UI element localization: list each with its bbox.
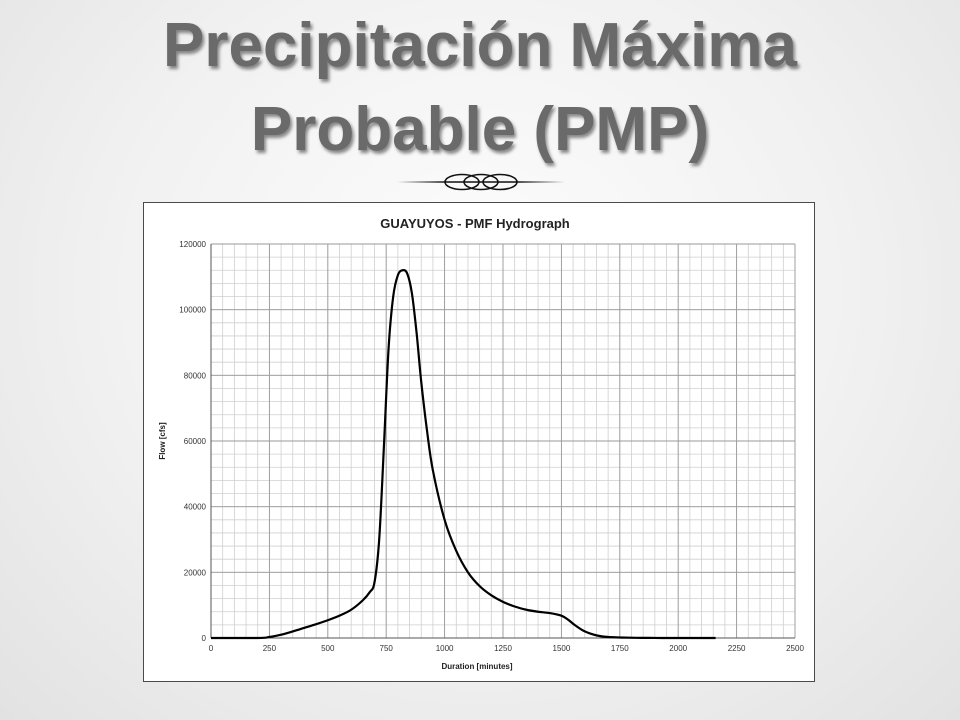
- x-tick-label: 1500: [553, 644, 571, 653]
- x-tick-label: 1000: [436, 644, 454, 653]
- x-tick-label: 2250: [728, 644, 746, 653]
- x-tick-label: 0: [209, 644, 214, 653]
- y-tick-label: 60000: [184, 437, 207, 446]
- chart-title: GUAYUYOS - PMF Hydrograph: [380, 216, 570, 231]
- y-tick-label: 120000: [179, 240, 206, 249]
- x-tick-label: 500: [321, 644, 335, 653]
- chart-svg: GUAYUYOS - PMF Hydrograph 0 250 500 750 1000…: [158, 216, 804, 671]
- x-tick-label: 2000: [669, 644, 687, 653]
- x-axis-label: Duration [minutes]: [441, 662, 512, 671]
- x-tick-label: 750: [380, 644, 394, 653]
- y-axis-label: Flow [cfs]: [158, 422, 167, 460]
- flourish-divider-icon: [397, 173, 565, 191]
- chart-series: [211, 269, 716, 640]
- y-tick-label: 40000: [184, 503, 207, 512]
- x-tick-label: 2500: [786, 644, 804, 653]
- y-tick-label: 0: [202, 634, 207, 643]
- hydrograph-line: [211, 269, 716, 640]
- y-tick-label: 80000: [184, 371, 207, 380]
- hydrograph-chart: GUAYUYOS - PMF Hydrograph 0 250 500 750 1000…: [143, 202, 815, 682]
- x-tick-label: 1750: [611, 644, 629, 653]
- chart-grid: [210, 243, 796, 639]
- slide-title-line-2: Probable (PMP): [250, 95, 710, 164]
- y-tick-label: 20000: [184, 568, 207, 577]
- x-tick-label: 1250: [494, 644, 512, 653]
- chart-tick-labels: 0 250 500 750 1000 1250 1500 1750 2000 2250 2500 0 2…: [179, 240, 804, 653]
- y-tick-label: 100000: [179, 306, 206, 315]
- slide-title: Precipitación Máxima Probable (PMP): [0, 4, 960, 172]
- x-tick-label: 250: [263, 644, 277, 653]
- slide-title-line-1: Precipitación Máxima: [162, 11, 798, 80]
